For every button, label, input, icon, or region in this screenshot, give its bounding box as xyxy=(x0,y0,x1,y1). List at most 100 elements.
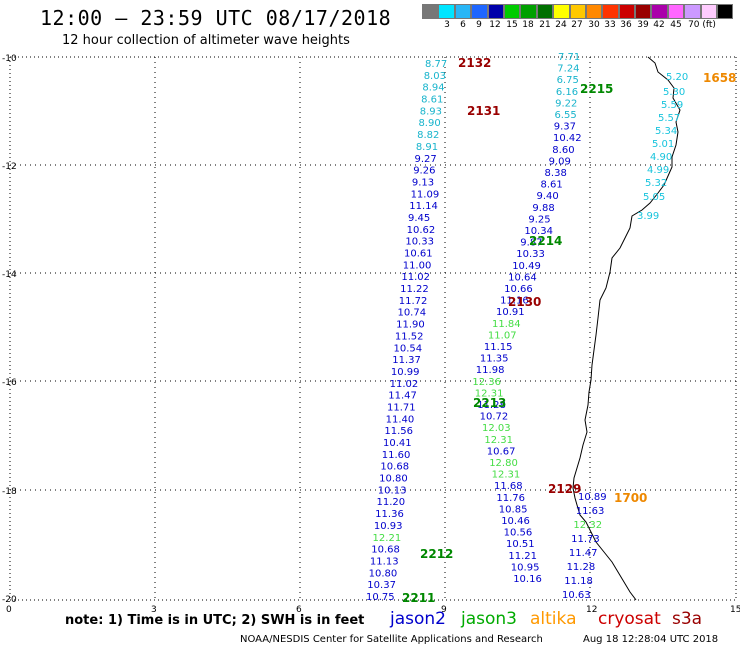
scale-swatch xyxy=(454,4,472,19)
pass-id-label: 2131 xyxy=(467,104,500,118)
swh-value: 10.67 xyxy=(487,446,516,457)
scale-label: 39 xyxy=(637,20,649,30)
scale-label: 3 xyxy=(444,20,450,30)
swh-value: 9.26 xyxy=(413,166,435,177)
swh-value: 7.71 xyxy=(558,52,580,63)
swh-value: 8.90 xyxy=(418,118,440,129)
swh-value: 11.02 xyxy=(390,379,419,390)
page-title: 12:00 – 23:59 UTC 08/17/2018 xyxy=(40,6,392,30)
swh-value: 10.80 xyxy=(369,568,398,579)
swh-value: 10.34 xyxy=(524,226,553,237)
swh-value: 11.60 xyxy=(382,450,411,461)
scale-label: 27 xyxy=(571,20,583,30)
swh-value: 11.47 xyxy=(569,548,598,559)
swh-value: 12.32 xyxy=(573,520,602,531)
swh-value: 10.89 xyxy=(578,492,607,503)
track-jason2-east: 7.717.246.756.169.226.559.3710.428.609.0… xyxy=(472,52,581,585)
swh-value: 12.21 xyxy=(373,533,402,544)
credit-line: NOAA/NESDIS Center for Satellite Applica… xyxy=(240,634,543,645)
swh-value: 9.37 xyxy=(554,122,576,133)
swh-value: 10.13 xyxy=(378,485,407,496)
legend-jason3: jason3 xyxy=(461,609,517,629)
swh-value: 10.37 xyxy=(367,580,396,591)
swh-value: 10.33 xyxy=(405,237,434,248)
scale-label: 21 xyxy=(539,20,551,30)
scale-label: 70 (ft) xyxy=(688,20,716,30)
swh-value: 10.91 xyxy=(496,307,525,318)
swh-value: 11.07 xyxy=(488,330,517,341)
swh-value: 5.34 xyxy=(655,126,677,137)
wave-height-color-scale: 3 6 9 12 15 18 21 24 27 30 33 36 39 42 45 70 (ft) xyxy=(422,4,734,31)
swh-value: 9.27 xyxy=(415,154,437,165)
scale-swatch xyxy=(422,4,439,19)
swh-value: 11.47 xyxy=(388,391,417,402)
swh-value: 10.51 xyxy=(506,539,535,550)
pass-id-label: 2214 xyxy=(529,234,562,248)
track-jason2-west: 8.778.038.948.618.938.908.828.919.279.26… xyxy=(366,59,447,603)
swh-value: 6.16 xyxy=(556,87,578,98)
scale-swatch xyxy=(569,4,586,19)
swh-value: 3.99 xyxy=(637,211,659,222)
x-tick-label: 15 xyxy=(730,605,740,615)
coastline xyxy=(572,56,681,601)
swh-value: 5.57 xyxy=(658,113,680,124)
swh-value: 10.93 xyxy=(374,521,403,532)
swh-value: 10.64 xyxy=(508,272,537,283)
generated-timestamp: Aug 18 12:28:04 UTC 2018 xyxy=(583,634,719,645)
scale-swatch xyxy=(471,4,488,19)
swh-value: 10.42 xyxy=(553,133,582,144)
swh-value: 11.35 xyxy=(480,354,509,365)
legend-cryosat: cryosat xyxy=(598,609,661,629)
swh-value: 8.91 xyxy=(416,142,438,153)
scale-swatch xyxy=(651,4,668,19)
scale-swatch xyxy=(602,4,619,19)
swh-value: 10.49 xyxy=(512,261,541,272)
swh-value: 12.31 xyxy=(484,435,513,446)
track-coastal: 5.20 5.30 5.59 5.57 5.34 5.01 4.90 4.99 5.32 5.05… xyxy=(637,72,688,222)
swh-value: 11.40 xyxy=(386,414,415,425)
legend-s3a: s3a xyxy=(672,609,703,629)
footnote: note: 1) Time is in UTC; 2) SWH is in fe… xyxy=(65,613,365,628)
swh-value: 10.72 xyxy=(480,412,509,423)
swh-value: 8.61 xyxy=(421,95,443,106)
pass-id-label: 1700 xyxy=(614,491,647,505)
swh-value: 11.72 xyxy=(399,296,428,307)
y-tick-label: -12 xyxy=(2,162,17,172)
swh-value: 11.68 xyxy=(494,481,523,492)
swh-value: 12.03 xyxy=(482,423,511,434)
swh-value: 8.03 xyxy=(424,71,446,82)
swh-value: 5.05 xyxy=(643,192,665,203)
scale-label: 18 xyxy=(522,20,534,30)
scale-swatch xyxy=(438,4,455,19)
scale-label: 36 xyxy=(620,20,632,30)
y-tick-label: -16 xyxy=(2,378,17,388)
swh-value: 11.37 xyxy=(392,355,421,366)
swh-value: 11.84 xyxy=(492,319,521,330)
swh-value: 11.63 xyxy=(576,506,605,517)
swh-value: 9.87 xyxy=(520,238,542,249)
pass-id-label: 2215 xyxy=(580,82,613,96)
swh-value: 9.88 xyxy=(532,203,554,214)
swh-value: 11.20 xyxy=(376,497,405,508)
swh-value: 10.46 xyxy=(501,516,530,527)
swh-value: 11.22 xyxy=(400,284,429,295)
scale-label: 33 xyxy=(604,20,616,30)
x-tick-label: 3 xyxy=(151,605,157,615)
swh-value: 5.30 xyxy=(663,87,685,98)
swh-value: 11.90 xyxy=(396,320,425,331)
x-tick-label: 6 xyxy=(296,605,302,615)
x-tick-label: 9 xyxy=(441,605,447,615)
swh-value: 11.14 xyxy=(409,201,438,212)
scale-label: 15 xyxy=(506,20,518,30)
x-tick-label: 0 xyxy=(6,605,12,615)
swh-value: 12.36 xyxy=(472,377,501,388)
swh-value: 9.25 xyxy=(528,214,550,225)
swh-value: 10.16 xyxy=(513,574,542,585)
swh-value: 11.16 xyxy=(500,296,529,307)
swh-value: 11.73 xyxy=(571,534,600,545)
swh-value: 5.59 xyxy=(661,100,683,111)
swh-value: 8.93 xyxy=(420,106,442,117)
scale-label: 24 xyxy=(555,20,567,30)
swh-value: 11.18 xyxy=(564,576,593,587)
swh-value: 10.95 xyxy=(511,562,540,573)
